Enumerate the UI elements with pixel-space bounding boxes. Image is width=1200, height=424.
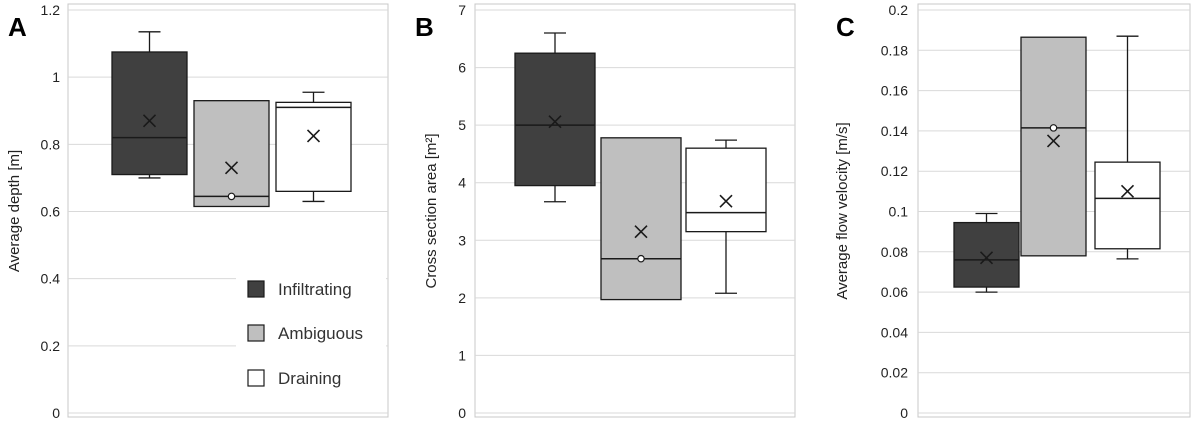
legend-label-ambiguous: Ambiguous — [278, 324, 363, 343]
panel-a-draining-mean-marker — [306, 129, 321, 143]
panel-b: 0 1 2 3 4 5 6 7 B Cross section area [m²] — [415, 2, 796, 421]
panel-a-ytick-label: 0 — [52, 405, 60, 421]
panel-a-ytick-label: 1.2 — [41, 2, 61, 18]
panel-c-ytick-label: 0 — [900, 405, 908, 421]
panel-c-ytick-label: 0.12 — [881, 163, 908, 179]
panel-b-ytick-label: 0 — [458, 405, 466, 421]
panel-c-ytick-label: 0.06 — [881, 284, 908, 300]
panel-c-infiltrating-mean-marker — [979, 251, 994, 265]
panel-b-draining-mean-marker — [719, 194, 733, 208]
panel-b-ylabel: Cross section area [m²] — [423, 133, 440, 288]
panel-a-ytick-label: 1 — [52, 69, 60, 85]
panel-a-ytick-label: 0.6 — [41, 204, 61, 220]
panel-a-boxes — [111, 31, 352, 208]
panel-a-draining-box — [275, 101, 352, 192]
panel-b-boxes — [514, 32, 767, 301]
panel-c-infiltrating-mean-stroke — [979, 251, 994, 265]
panel-b-ytick-label: 5 — [458, 117, 466, 133]
panel-a-ambiguous-box — [193, 100, 270, 208]
panel-c-ambiguous-box — [1020, 36, 1087, 257]
panel-b-ytick-label: 1 — [458, 347, 466, 363]
panel-b-ambiguous-mean-marker — [634, 225, 648, 239]
panel-a: 0 0.2 0.4 0.6 0.8 1 1.2 A Average depth [m] — [6, 2, 389, 421]
panel-b-draining-box — [685, 147, 767, 233]
legend-entry-infiltrating: Infiltrating — [247, 280, 352, 299]
panel-c-ytick-label: 0.18 — [881, 42, 908, 58]
panel-b-ytick-labels: 0 1 2 3 4 5 6 7 — [458, 2, 466, 421]
panel-c-infiltrating-box — [953, 221, 1020, 288]
panel-c-draining-mean-stroke — [1120, 184, 1135, 198]
legend-label-draining: Draining — [278, 369, 341, 388]
panel-c-ambiguous-outlier-point — [1049, 124, 1058, 132]
panel-a-frame — [67, 3, 389, 418]
panel-c-ytick-label: 0.04 — [881, 324, 908, 340]
panel-b-ytick-label: 6 — [458, 60, 466, 76]
panel-c-ytick-label: 0.14 — [881, 123, 908, 139]
panel-b-infiltrating-box — [514, 52, 596, 187]
panel-c-ambiguous-mean-stroke — [1046, 134, 1061, 148]
legend-entry-ambiguous: Ambiguous — [247, 324, 363, 343]
panel-c-ambiguous-mean-marker — [1046, 134, 1061, 148]
panel-c-ytick-label: 0.1 — [889, 204, 909, 220]
panel-c-ytick-labels: 0 0.02 0.04 0.06 0.08 0.1 0.12 0.14 0.16 0.18 0.2 — [881, 2, 908, 421]
panel-b-ytick-label: 7 — [458, 2, 466, 18]
panel-a-draining-mean-stroke — [306, 129, 321, 143]
panel-c-ytick-label: 0.16 — [881, 83, 908, 99]
panel-c-label: C — [836, 12, 855, 42]
panel-b-ytick-label: 4 — [458, 175, 466, 191]
legend-swatch-ambiguous — [247, 324, 265, 342]
panel-b-label: B — [415, 12, 434, 42]
panel-c-frame — [917, 3, 1191, 418]
panel-b-ytick-label: 2 — [458, 290, 466, 306]
panel-a-ylabel: Average depth [m] — [6, 150, 23, 272]
panel-b-ambiguous-box — [600, 137, 682, 301]
panel-a-ambiguous-outlier-point — [227, 192, 236, 201]
panel-b-ytick-label: 3 — [458, 232, 466, 248]
panel-a-ytick-labels: 0 0.2 0.4 0.6 0.8 1 1.2 — [41, 2, 61, 421]
panel-a-ytick-label: 0.8 — [41, 136, 61, 152]
panel-b-ambiguous-outlier-point — [637, 254, 645, 263]
panel-b-infiltrating-mean-stroke — [548, 115, 562, 129]
legend-entry-draining: Draining — [247, 369, 341, 388]
legend-swatch-infiltrating — [247, 280, 265, 298]
panel-c-boxes — [953, 35, 1161, 293]
panel-a-ambiguous-mean-stroke — [224, 161, 239, 175]
panel-a-infiltrating-mean-marker — [142, 114, 157, 128]
panel-b-frame — [474, 3, 796, 418]
panel-a-infiltrating-mean-stroke — [142, 114, 157, 128]
legend-swatch-draining — [247, 369, 265, 387]
panel-c-ytick-label: 0.08 — [881, 244, 908, 260]
panel-a-ambiguous-mean-marker — [224, 161, 239, 175]
panel-b-draining-mean-stroke — [719, 194, 733, 208]
panel-a-label: A — [8, 12, 27, 42]
panel-c-ytick-label: 0.02 — [881, 365, 908, 381]
panel-c-draining-mean-marker — [1120, 184, 1135, 198]
panel-b-infiltrating-mean-marker — [548, 115, 562, 129]
panel-c-ytick-label: 0.2 — [889, 2, 909, 18]
panel-a-infiltrating-box — [111, 51, 188, 176]
legend: Infiltrating Ambiguous Draining — [236, 268, 386, 398]
panel-a-ytick-label: 0.2 — [41, 338, 61, 354]
panel-c-draining-box — [1094, 161, 1161, 250]
panel-b-ambiguous-mean-stroke — [634, 225, 648, 239]
legend-label-infiltrating: Infiltrating — [278, 280, 352, 299]
panel-a-ytick-label: 0.4 — [41, 271, 61, 287]
panel-c-ylabel: Average flow velocity [m/s] — [834, 122, 851, 299]
panel-c: 00.020.040.060.080.10.120.140.160.180.2 … — [834, 2, 1191, 421]
